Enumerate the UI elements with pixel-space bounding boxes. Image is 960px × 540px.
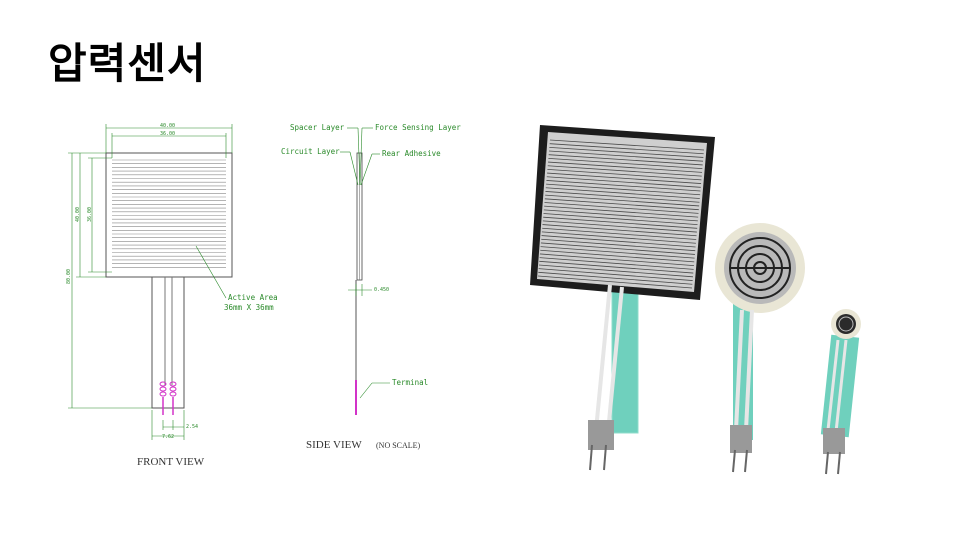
active-area-label: Active Area — [228, 293, 278, 302]
dim-left-inner: 36.00 — [87, 207, 93, 222]
force-sensing-layer-label: Force Sensing Layer — [375, 123, 461, 132]
dim-top-inner: 36.00 — [160, 131, 175, 137]
sensor-tail — [151, 277, 185, 409]
side-view-note: (NO SCALE) — [376, 441, 421, 450]
active-area-size: 36mm X 36mm — [224, 303, 274, 312]
pin-contacts — [159, 381, 177, 415]
square-fsr-photo — [530, 125, 715, 471]
dim-left-outer: 40.00 — [75, 207, 81, 222]
dim-top-outer: 40.00 — [160, 123, 175, 129]
circuit-layer-label: Circuit Layer — [281, 147, 340, 156]
dim-lead-width: 7.62 — [162, 434, 174, 440]
rear-adhesive-label: Rear Adhesive — [382, 149, 441, 158]
dim-lead-spacing: 2.54 — [186, 424, 198, 430]
side-view-caption: SIDE VIEW — [306, 439, 362, 451]
small-fsr-photo — [820, 309, 861, 475]
spacer-layer-label: Spacer Layer — [290, 123, 345, 132]
terminal-label: Terminal — [392, 378, 428, 387]
slide-title: 압력센서 — [48, 39, 207, 88]
front-view-caption: FRONT VIEW — [137, 456, 205, 468]
dimension-lines — [68, 124, 233, 440]
dim-total: 80.00 — [66, 269, 72, 284]
sensor-outline — [105, 152, 233, 278]
round-fsr-photo — [715, 223, 805, 473]
active-area-traces — [112, 159, 226, 268]
thickness-label: 0.450 — [374, 287, 389, 293]
side-view-drawing: Spacer Layer Force Sensing Layer Circuit… — [281, 123, 461, 451]
